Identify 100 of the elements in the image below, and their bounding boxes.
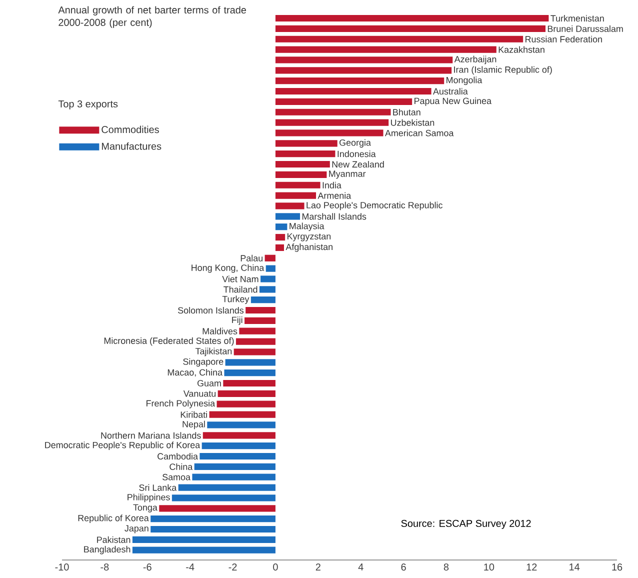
bar	[275, 98, 412, 105]
y-tick-label: Bhutan	[393, 108, 420, 116]
bar	[223, 380, 276, 387]
bar	[202, 442, 276, 450]
y-tick-label: Maldives	[202, 328, 238, 334]
bar	[275, 130, 384, 136]
bar	[150, 516, 276, 522]
y-tick-label: American Samoa	[384, 130, 454, 136]
bar	[275, 224, 288, 230]
bar	[244, 317, 276, 324]
annotation: Source: ESCAP Survey 2012	[401, 520, 531, 529]
x-tick-label: 6	[401, 564, 406, 571]
y-tick-label: Fiji	[232, 316, 242, 325]
bar	[275, 25, 546, 32]
bar	[275, 14, 549, 22]
chart-title: Annual growth of net barter terms of trade 2000-2008 (per cent)	[58, 6, 246, 28]
y-tick-label: Azerbaijan	[454, 56, 496, 64]
bar	[234, 348, 276, 356]
y-tick-label: Thailand	[224, 286, 258, 293]
x-tick-label: 16	[612, 564, 622, 571]
bar	[275, 67, 452, 74]
x-tick-label: -2	[228, 564, 237, 570]
bar	[216, 400, 276, 408]
bar	[275, 213, 300, 220]
bar	[194, 463, 276, 470]
y-tick-label: Micronesia (Federated States of)	[104, 337, 234, 346]
x-tick-label: -6	[143, 564, 152, 571]
bar	[172, 494, 276, 502]
y-tick-label: Bangladesh	[84, 546, 130, 554]
bar	[150, 526, 276, 533]
x-tick-label: 12	[526, 564, 537, 570]
y-tick-label: Papua New Guinea	[414, 98, 492, 106]
x-tick-label: 8	[444, 564, 449, 571]
y-tick-label: Macao, China	[168, 368, 223, 377]
x-tick-label: -4	[186, 564, 194, 570]
bar	[246, 306, 276, 314]
bar	[275, 160, 330, 168]
y-tick-label: Armenia	[318, 192, 352, 199]
bar	[260, 276, 276, 282]
y-tick-label: Australia	[433, 88, 468, 95]
bar	[275, 234, 286, 241]
y-tick-label: Lao People's Democratic Republic	[306, 202, 442, 210]
bar	[250, 296, 276, 304]
x-tick-label: 2	[316, 564, 320, 570]
bar	[275, 150, 336, 158]
y-tick-label: Pakistan	[97, 536, 130, 543]
y-tick-label: India	[322, 182, 342, 188]
y-tick-label: Myanmar	[329, 170, 366, 179]
y-tick-label: Guam	[198, 380, 221, 386]
bar	[264, 254, 276, 262]
x-tick-label: 0	[273, 564, 278, 571]
bar	[225, 359, 276, 366]
y-tick-label: Palau	[240, 254, 262, 262]
y-tick-label: Iran (Islamic Republic of)	[454, 66, 552, 75]
y-tick-label: Viet Nam	[222, 276, 258, 282]
y-tick-label: Russian Federation	[526, 36, 602, 42]
y-tick-label: Tajikistan	[195, 348, 232, 356]
y-tick-label: Philippines	[128, 494, 170, 502]
bar	[275, 56, 453, 64]
bar	[275, 36, 524, 42]
y-tick-label: Marshall Islands	[302, 213, 366, 220]
y-tick-label: Singapore	[183, 358, 224, 367]
bar	[275, 88, 432, 95]
bar	[178, 484, 276, 491]
x-tick-label: -8	[100, 564, 109, 571]
bar	[275, 171, 327, 178]
y-tick-label: Republic of Korea	[78, 514, 149, 523]
y-tick-label: Afghanistan	[286, 244, 332, 252]
y-tick-label: Malaysia	[290, 222, 324, 231]
legend-title: Top 3 exports	[58, 100, 118, 110]
y-tick-label: Kiribati	[180, 411, 207, 418]
y-tick-label: Solomon Islands	[178, 306, 244, 314]
legend-label: Commodities	[102, 126, 159, 134]
y-tick-label: Nepal	[182, 420, 205, 430]
bar	[275, 78, 444, 84]
y-tick-label: New Zealand	[332, 160, 384, 168]
legend-label: Manufactures	[102, 142, 162, 150]
bar	[207, 422, 276, 428]
y-tick-label: Northern Mariana Islands	[101, 432, 201, 439]
y-tick-label: Mongolia	[446, 76, 482, 86]
y-tick-label: Indonesia	[338, 150, 376, 158]
y-tick-label: China	[170, 463, 193, 470]
bar	[132, 536, 276, 543]
y-tick-label: Brunei Darussalam	[548, 25, 623, 32]
bar	[224, 370, 276, 376]
bar	[236, 338, 276, 345]
bar	[275, 202, 304, 210]
x-tick-label: 14	[570, 564, 580, 570]
y-tick-label: Samoa	[162, 474, 191, 480]
x-tick-label: -10	[55, 564, 69, 571]
y-tick-label: Vanuatu	[183, 390, 216, 397]
y-tick-label: Turkey	[222, 296, 250, 304]
bar	[218, 390, 276, 397]
bar	[200, 452, 276, 460]
bar	[275, 108, 391, 116]
bar	[132, 546, 276, 554]
y-tick-label: Cambodia	[158, 452, 198, 460]
y-tick-label: French Polynesia	[146, 400, 216, 408]
x-tick-label: 10	[484, 564, 494, 571]
bar	[275, 244, 284, 251]
